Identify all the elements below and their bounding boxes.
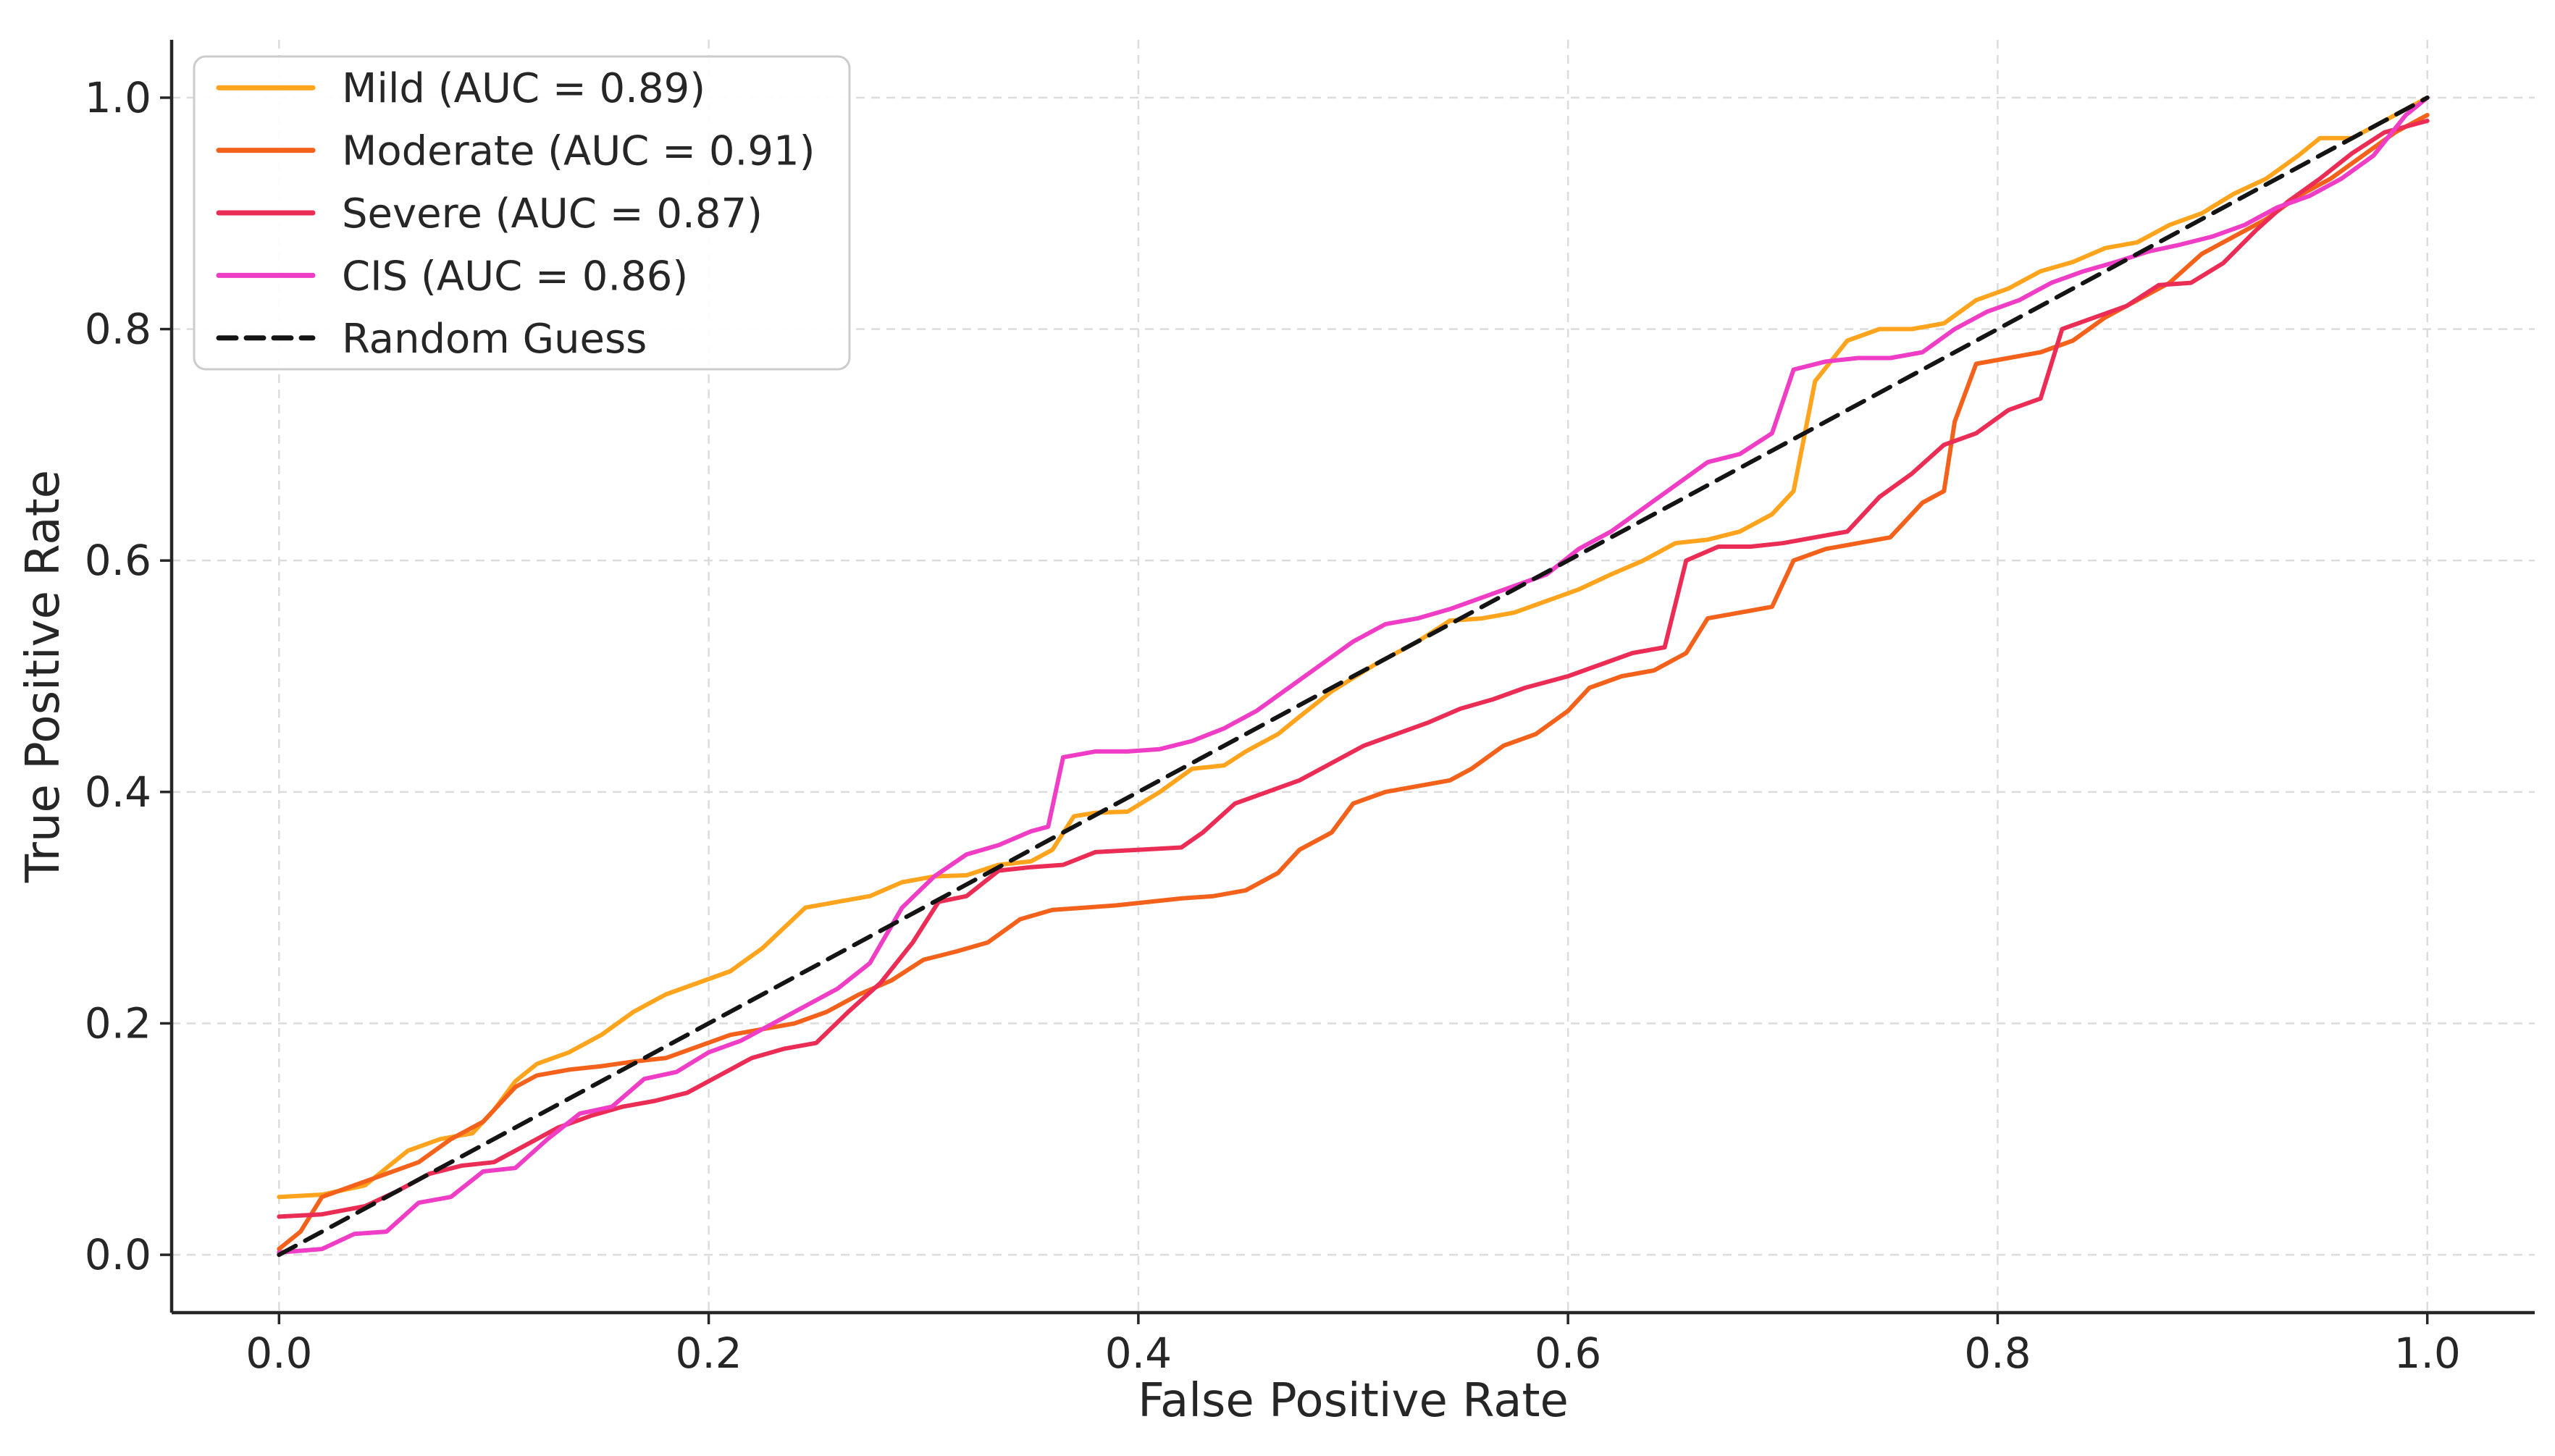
y-tick-label: 0.6 bbox=[85, 536, 151, 585]
roc-curve-moderate bbox=[277, 112, 2430, 1252]
legend-label-random-guess: Random Guess bbox=[342, 316, 647, 363]
legend-label-moderate: Moderate (AUC = 0.91) bbox=[342, 128, 815, 175]
x-tick-label: 0.0 bbox=[246, 1329, 312, 1378]
legend-box bbox=[193, 55, 851, 371]
y-tick-label: 1.0 bbox=[85, 73, 151, 122]
y-axis-label: True Positive Rate bbox=[17, 469, 70, 883]
y-tick-label: 0.2 bbox=[85, 998, 151, 1048]
x-tick-label: 0.4 bbox=[1105, 1329, 1172, 1378]
x-tick-label: 1.0 bbox=[2394, 1329, 2461, 1378]
x-axis-label: False Positive Rate bbox=[1138, 1374, 1569, 1428]
roc-curve-random-guess bbox=[277, 95, 2430, 1258]
x-tick-label: 0.2 bbox=[675, 1329, 742, 1378]
x-tick-label: 0.6 bbox=[1535, 1329, 1601, 1378]
y-tick-label: 0.4 bbox=[85, 767, 151, 817]
legend-label-mild: Mild (AUC = 0.89) bbox=[342, 65, 705, 112]
roc-curve-mild bbox=[277, 95, 2430, 1200]
y-tick-label: 0.8 bbox=[85, 305, 151, 354]
x-tick-label: 0.8 bbox=[1964, 1329, 2031, 1378]
roc-curve-severe bbox=[277, 118, 2430, 1219]
legend-label-severe: Severe (AUC = 0.87) bbox=[342, 190, 763, 237]
roc-curve-cis bbox=[277, 95, 2430, 1255]
y-tick-label: 0.0 bbox=[85, 1230, 151, 1279]
legend-label-cis: CIS (AUC = 0.86) bbox=[342, 253, 688, 300]
